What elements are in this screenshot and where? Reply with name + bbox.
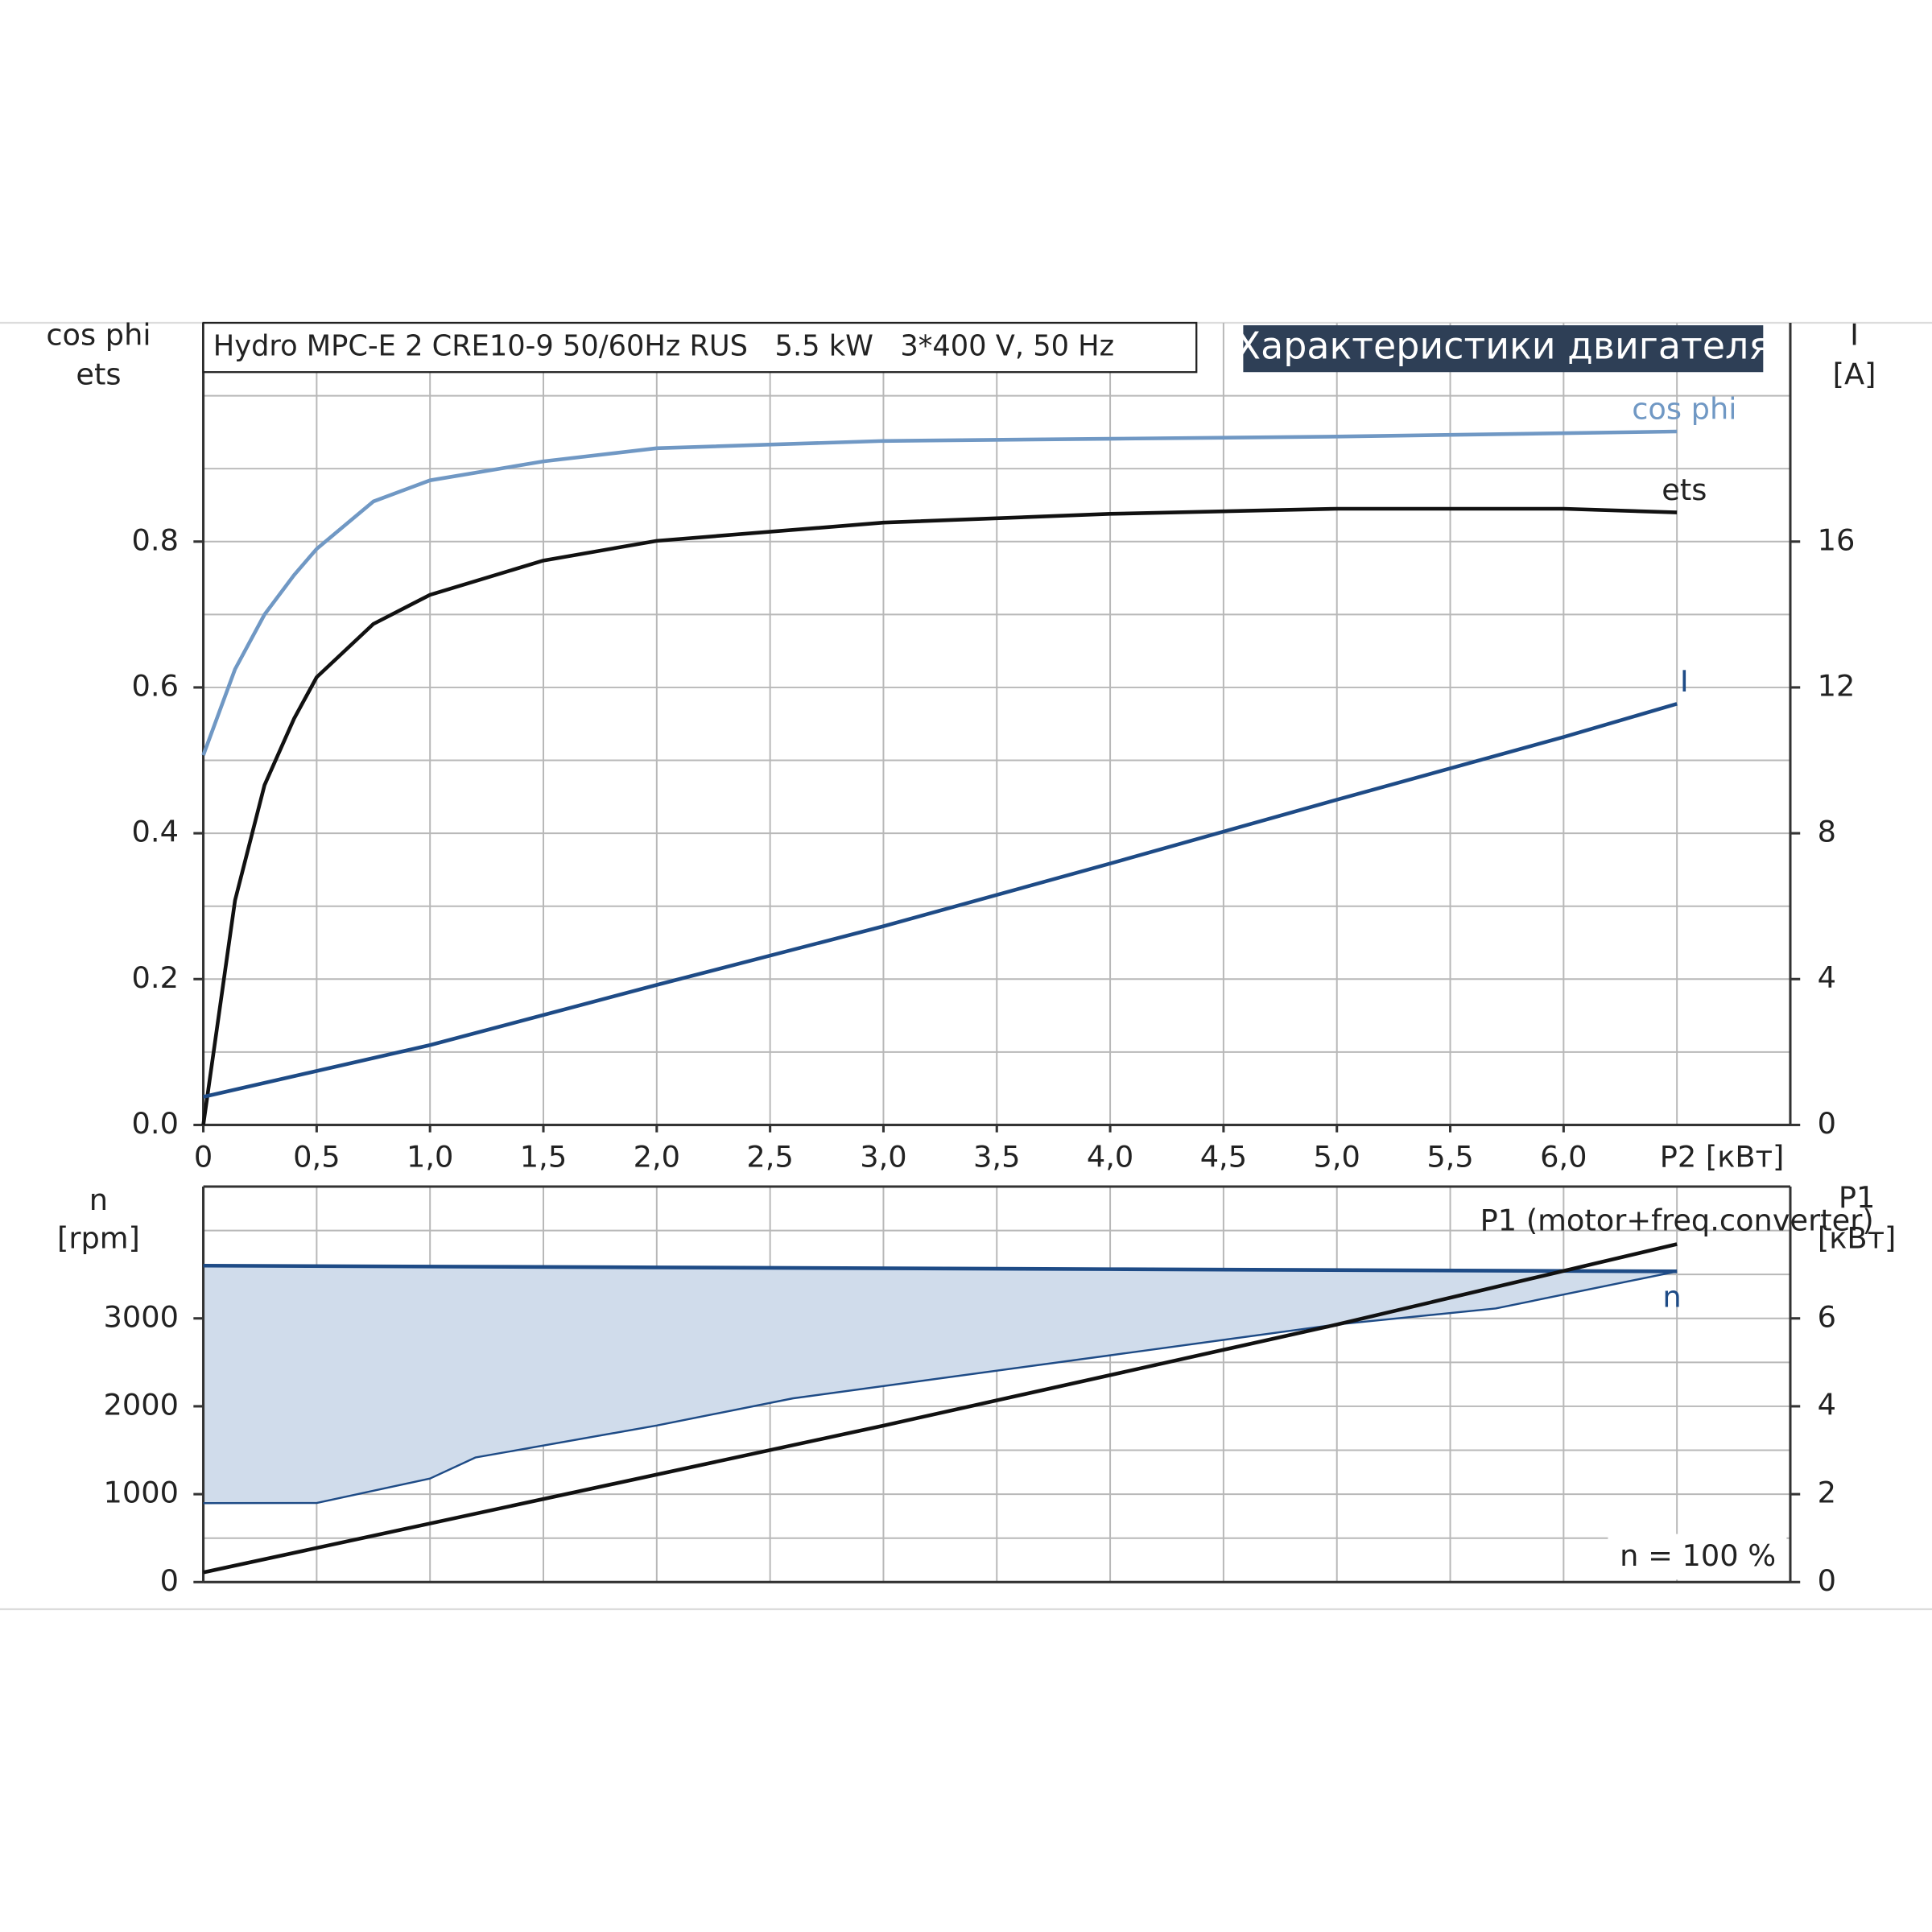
series-line (203, 1242, 1678, 1575)
y-tick-label: 0.4 (132, 815, 179, 849)
y2-tick-label: 8 (1818, 815, 1836, 849)
y2-tick-label: 2 (1818, 1476, 1836, 1510)
y2-tick-label: 16 (1818, 522, 1856, 557)
series-line (203, 1270, 1678, 1505)
y-tick-label: 1000 (103, 1476, 178, 1510)
x-tick-label: 1,0 (407, 1139, 453, 1174)
x-tick-label: 2,5 (746, 1139, 793, 1174)
y-tick-label: 3000 (103, 1299, 178, 1334)
y-axis-label: cos phi (46, 317, 151, 352)
series-line (203, 702, 1678, 1099)
y-axis-label: ets (76, 357, 121, 391)
x-tick-label: 1,5 (520, 1139, 567, 1174)
range-fill (203, 1265, 1678, 1504)
x-tick-label: 5,5 (1426, 1139, 1473, 1174)
y-tick-label: 0.8 (132, 522, 179, 557)
x-tick-label: 4,5 (1200, 1139, 1247, 1174)
y2-tick-label: 12 (1818, 668, 1856, 703)
y-tick-label: 0.6 (132, 668, 179, 703)
x-tick-label: 0,5 (293, 1139, 340, 1174)
annotation: n = 100 % (1620, 1538, 1776, 1573)
x-tick-label: 3,5 (973, 1139, 1020, 1174)
y2-axis-label: I (1850, 317, 1859, 352)
y2-axis-label: [кВт] (1818, 1220, 1896, 1255)
x-tick-label: 4,0 (1087, 1139, 1133, 1174)
series-line (201, 429, 1678, 756)
x-tick-label: 6,0 (1540, 1139, 1587, 1174)
x-tick-label: 3,0 (860, 1139, 906, 1174)
y-axis-label: [rpm] (57, 1220, 140, 1255)
chart-title: Hydro MPC-E 2 CRE10-9 50/60Hz RUS 5.5 kW… (213, 330, 1114, 363)
series-line (203, 1263, 1678, 1274)
x-tick-label: 5,0 (1314, 1139, 1360, 1174)
series-label: P1 (motor+freq.converter) (1480, 1203, 1874, 1237)
annotation-box (1608, 1534, 1787, 1580)
x-axis-label: P2 [кВт] (1660, 1139, 1785, 1174)
y2-tick-label: 0 (1818, 1106, 1836, 1141)
x-tick-label: 2,0 (634, 1139, 680, 1174)
y-tick-label: 0 (160, 1563, 179, 1598)
banner-box (1243, 325, 1764, 373)
y2-tick-label: 4 (1818, 1387, 1836, 1422)
y2-axis-label: P1 (1839, 1180, 1876, 1215)
y2-tick-label: 6 (1818, 1299, 1836, 1334)
y2-tick-label: 0 (1818, 1563, 1836, 1598)
y-axis-label: n (89, 1183, 108, 1217)
y-tick-label: 0.2 (132, 960, 179, 995)
plots: 0.0 0.2 0.4 0.6 0.8 0 4 8 12 16 0 0,5 1,0 1,5 2,0 2,5 3,… (103, 323, 1874, 1598)
series-label: n (1662, 1280, 1681, 1315)
banner: Характеристики двигателя (1236, 324, 1771, 368)
title-box (202, 321, 1198, 374)
x-tick-label: 0 (194, 1139, 213, 1174)
series-line (201, 506, 1678, 1125)
y-tick-label: 2000 (103, 1387, 178, 1422)
series-label: I (1680, 664, 1689, 699)
y2-tick-label: 4 (1818, 960, 1836, 995)
series-label: ets (1662, 473, 1707, 507)
y-tick-label: 0.0 (132, 1106, 179, 1141)
y2-axis-label: [A] (1833, 357, 1876, 391)
series-label: cos phi (1632, 391, 1736, 426)
